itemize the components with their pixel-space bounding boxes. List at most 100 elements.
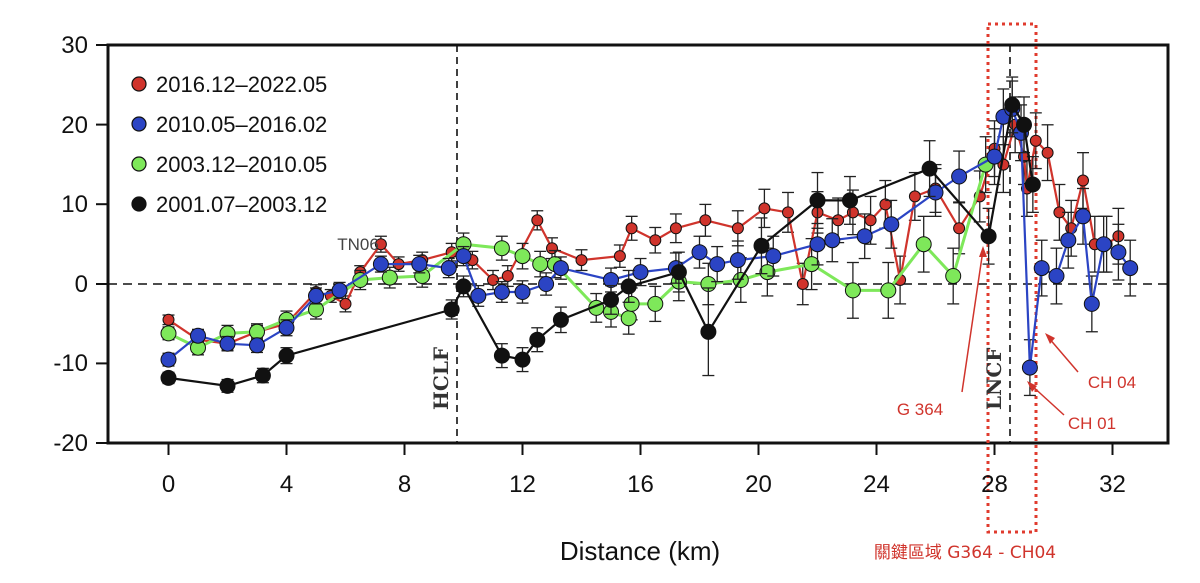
series-layer [160,76,1139,397]
x-tick-label: 28 [981,471,1008,498]
data-point [531,214,544,227]
y-tick-label: 20 [61,112,88,139]
legend-item: 2016.12–2022.05 [131,72,327,97]
data-point [809,192,826,209]
data-point [782,206,794,219]
legend-marker [131,116,147,132]
data-point [278,319,295,336]
legend-marker [131,156,147,172]
series-0 [162,96,1125,351]
data-point [753,237,770,254]
y-tick-label: -10 [53,350,88,377]
x-tick-label: 12 [509,471,536,498]
annotation-ch01: CH 01 [1027,381,1116,433]
data-point [699,214,712,227]
y-tick-label: 30 [61,32,88,59]
ch01-label: CH 01 [1068,414,1116,433]
data-point [493,240,510,257]
data-point [529,331,546,348]
data-point [620,278,637,295]
data-point [620,310,637,327]
tn06-label: TN06 [337,235,379,254]
data-point [731,222,744,235]
data-point [623,295,640,312]
data-point [709,256,726,273]
data-point [501,270,514,282]
data-point [190,327,206,344]
x-tick-label: 32 [1099,471,1126,498]
data-point [249,337,265,354]
data-point [331,282,348,299]
data-point [953,222,966,235]
x-tick-label: 16 [627,471,654,498]
data-point [1024,176,1041,193]
data-point [846,206,859,219]
data-point [1060,232,1077,249]
data-point [352,272,369,288]
x-tick-label: 24 [863,471,890,498]
data-point [670,264,687,281]
data-point [625,222,638,235]
data-point [986,148,1003,165]
data-point [951,168,968,185]
data-point [1095,236,1112,253]
y-tick-label: -20 [53,430,88,457]
legend-item: 2001.07–2003.12 [131,192,327,217]
data-point [1122,260,1139,277]
data-point [514,284,531,300]
lncf-label: LNCF [982,348,1006,410]
key-region-label: 關鍵區域 G364 - CH04 [874,543,1056,563]
data-point [160,351,177,368]
data-point [546,242,558,255]
data-point [552,260,569,277]
data-point [613,250,626,263]
data-point [532,256,549,273]
data-point [487,274,499,286]
hclf-label: HCLF [429,347,453,410]
data-point [809,236,826,253]
data-point [1033,260,1050,277]
legend: 2016.12–2022.05 2010.05–2016.02 2003.12–… [131,72,327,217]
data-point [856,228,873,245]
data-point [945,268,962,284]
data-point [538,276,555,292]
data-point [219,335,236,352]
data-point [1004,96,1021,113]
data-point [824,232,841,249]
data-point [691,244,708,261]
data-point [842,192,858,209]
data-point [880,282,897,299]
data-point [254,367,271,384]
legend-label: 2016.12–2022.05 [156,72,327,97]
data-point [1021,359,1038,376]
annotation-g364: G 364 [897,246,987,419]
data-point [1029,134,1042,147]
data-point [411,256,428,273]
data-point [1075,208,1091,225]
data-point [765,248,782,265]
data-point [921,160,938,177]
data-point [381,269,398,286]
data-point [493,347,510,364]
data-point [575,254,588,267]
data-point [440,260,457,277]
data-point [493,284,510,300]
legend-marker [131,196,147,212]
data-point [980,228,997,245]
data-point [1077,174,1089,187]
y-axis: 30 20 10 0 -10 -20 [53,32,108,457]
data-point [883,216,900,233]
data-point [647,295,664,312]
data-point [632,264,649,281]
data-point [219,377,236,394]
plot-frame [106,43,1170,445]
data-point [372,256,389,273]
legend-label: 2003.12–2010.05 [156,152,327,177]
data-point [796,278,809,290]
y-tick-label: 10 [61,191,88,218]
x-axis-label: Distance (km) [560,536,720,566]
data-point [470,287,487,304]
data-point [308,287,324,304]
data-point [1110,244,1127,261]
